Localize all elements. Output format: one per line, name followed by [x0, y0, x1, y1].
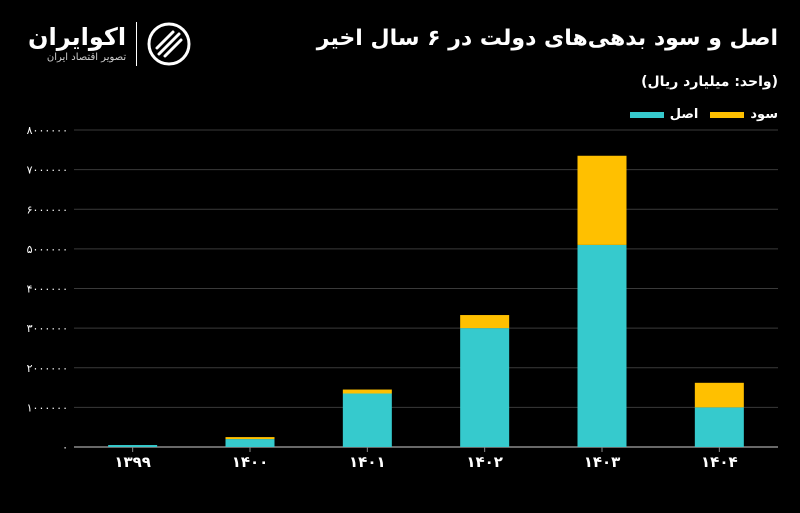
- bar-segment-principal: [108, 445, 158, 447]
- bar-segment-interest: [694, 382, 744, 408]
- chart-title: اصل و سود بدهی‌های دولت در ۶ سال اخیر: [316, 26, 778, 51]
- y-tick-label: ۰: [62, 441, 68, 454]
- chart-subtitle: (واحد: میلیارد ریال): [641, 74, 778, 90]
- ekoiran-logo-icon: [147, 22, 191, 66]
- brand-name: اکوایران: [28, 23, 127, 51]
- y-tick-label: ۵۰۰۰۰۰۰: [27, 243, 68, 256]
- x-tick-label: ۱۳۹۹: [114, 453, 151, 471]
- legend-swatch-principal: [629, 111, 664, 118]
- brand-divider: [136, 22, 138, 66]
- bar-segment-interest: [225, 437, 275, 440]
- y-tick-label: ۶۰۰۰۰۰۰: [27, 203, 68, 216]
- x-tick-label: ۱۴۰۳: [584, 453, 621, 471]
- legend-label-interest: سود: [750, 107, 778, 122]
- bar-segment-principal: [342, 393, 392, 447]
- y-tick-label: ۴۰۰۰۰۰۰: [27, 283, 68, 296]
- y-tick-label: ۱۰۰۰۰۰۰: [27, 401, 68, 414]
- chart-legend: اصل سود: [629, 107, 778, 122]
- bar-segment-principal: [460, 328, 510, 447]
- bar-segment-interest: [460, 315, 510, 329]
- x-tick-label: ۱۴۰۴: [701, 453, 738, 471]
- bar-segment-principal: [577, 244, 627, 447]
- bar-segment-principal: [225, 439, 275, 447]
- legend-swatch-interest: [710, 111, 745, 118]
- brand-logo: اکوایران تصویر اقتصاد ایران: [28, 18, 208, 70]
- legend-item-principal: اصل: [629, 107, 699, 122]
- x-tick-label: ۱۴۰۱: [349, 453, 386, 471]
- y-tick-label: ۷۰۰۰۰۰۰: [27, 164, 68, 177]
- bar-segment-principal: [694, 407, 744, 447]
- legend-label-principal: اصل: [669, 107, 699, 122]
- y-tick-label: ۳۰۰۰۰۰۰: [27, 322, 68, 335]
- x-tick-label: ۱۴۰۲: [466, 453, 503, 471]
- brand-text: اکوایران تصویر اقتصاد ایران: [28, 23, 126, 65]
- y-tick-label: ۸۰۰۰۰۰۰: [27, 124, 68, 137]
- bar-segment-interest: [342, 389, 392, 394]
- legend-item-interest: سود: [710, 107, 778, 122]
- y-tick-label: ۲۰۰۰۰۰۰: [27, 362, 68, 375]
- x-tick-label: ۱۴۰۰: [232, 453, 269, 471]
- bar-segment-interest: [577, 155, 627, 245]
- brand-tagline: تصویر اقتصاد ایران: [46, 52, 127, 63]
